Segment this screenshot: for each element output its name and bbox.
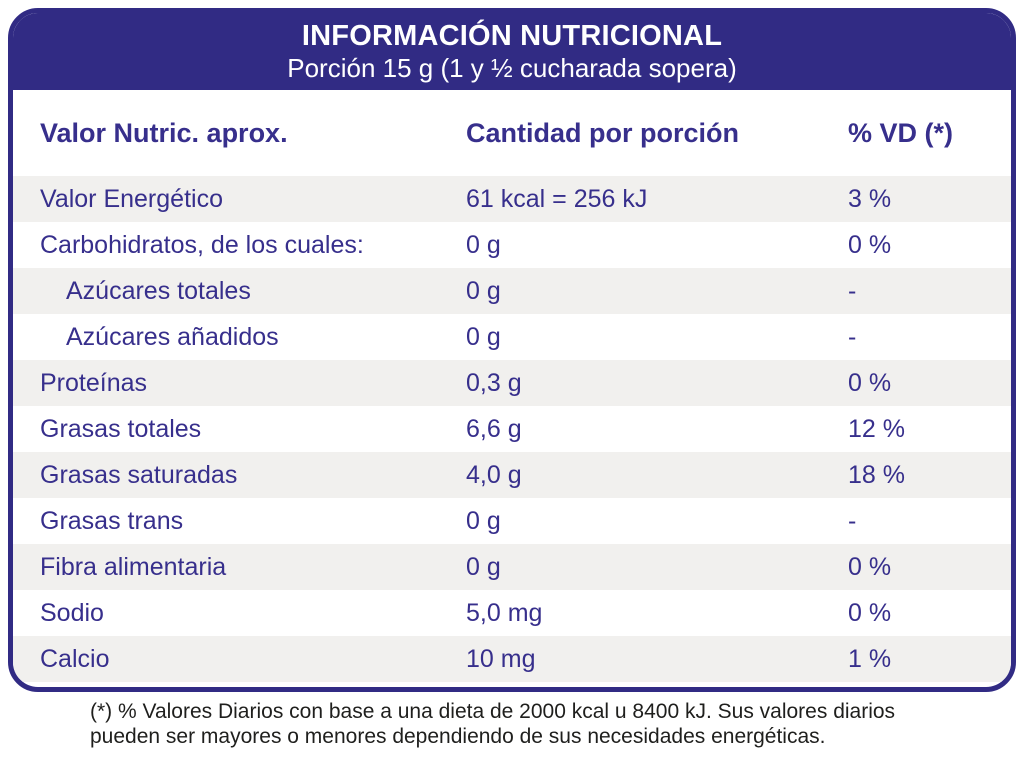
row-amount: 4,0 g xyxy=(466,460,522,489)
row-label: Sodio xyxy=(40,598,104,627)
row-amount: 5,0 mg xyxy=(466,598,543,627)
row-label: Grasas trans xyxy=(40,506,184,535)
row-amount: 0 g xyxy=(466,230,501,259)
table-row: Grasas saturadas 4,0 g 18 % xyxy=(13,452,1011,498)
row-amount: 0 g xyxy=(466,552,501,581)
row-vd: 18 % xyxy=(848,460,905,489)
table-row: Azúcares totales 0 g - xyxy=(13,268,1011,314)
row-amount: 0 g xyxy=(466,506,501,535)
table-row: Proteínas 0,3 g 0 % xyxy=(13,360,1011,406)
row-label: Azúcares añadidos xyxy=(66,322,279,351)
label-header: INFORMACIÓN NUTRICIONAL Porción 15 g (1 … xyxy=(13,13,1011,90)
table-body: Valor Energético 61 kcal = 256 kJ 3 % Carbo… xyxy=(13,176,1011,682)
row-amount: 0,3 g xyxy=(466,368,522,397)
table-row: Carbohidratos, de los cuales: 0 g 0 % xyxy=(13,222,1011,268)
row-vd: - xyxy=(848,322,857,351)
row-amount: 6,6 g xyxy=(466,414,522,443)
label-title: INFORMACIÓN NUTRICIONAL xyxy=(301,20,723,52)
row-amount: 0 g xyxy=(466,276,501,305)
table-column-headers: Valor Nutric. aprox. Cantidad por porció… xyxy=(13,90,1011,176)
row-label: Grasas saturadas xyxy=(40,460,238,489)
row-vd: 3 % xyxy=(848,184,892,213)
row-vd: 12 % xyxy=(848,414,905,443)
footnote: (*) % Valores Diarios con base a una die… xyxy=(90,699,960,749)
row-vd: 0 % xyxy=(848,230,892,259)
table-row: Sodio 5,0 mg 0 % xyxy=(13,590,1011,636)
row-vd: 1 % xyxy=(848,644,892,673)
column-header-amount: Cantidad por porción xyxy=(466,117,739,148)
row-label: Proteínas xyxy=(40,368,148,397)
table-row: Azúcares añadidos 0 g - xyxy=(13,314,1011,360)
table-row: Calcio 10 mg 1 % xyxy=(13,636,1011,682)
table-row: Grasas totales 6,6 g 12 % xyxy=(13,406,1011,452)
row-label: Calcio xyxy=(40,644,110,673)
row-label: Azúcares totales xyxy=(66,276,251,305)
table-row: Fibra alimentaria 0 g 0 % xyxy=(13,544,1011,590)
table-row: Valor Energético 61 kcal = 256 kJ 3 % xyxy=(13,176,1011,222)
label-subtitle: Porción 15 g (1 y ½ cucharada sopera) xyxy=(287,53,737,83)
footnote-line2: pueden ser mayores o menores dependiendo… xyxy=(90,725,826,748)
row-vd: - xyxy=(848,506,857,535)
row-amount: 61 kcal = 256 kJ xyxy=(466,184,648,213)
row-amount: 10 mg xyxy=(466,644,536,673)
row-label: Fibra alimentaria xyxy=(40,552,227,581)
row-label: Valor Energético xyxy=(40,184,223,213)
row-amount: 0 g xyxy=(466,322,501,351)
row-vd: - xyxy=(848,276,857,305)
column-header-nutrient: Valor Nutric. aprox. xyxy=(40,117,288,148)
row-vd: 0 % xyxy=(848,598,892,627)
row-vd: 0 % xyxy=(848,552,892,581)
row-label: Carbohidratos, de los cuales: xyxy=(40,230,364,259)
column-header-vd: % VD (*) xyxy=(848,117,954,148)
footnote-line1: (*) % Valores Diarios con base a una die… xyxy=(90,700,896,723)
row-vd: 0 % xyxy=(848,368,892,397)
table-row: Grasas trans 0 g - xyxy=(13,498,1011,544)
nutrition-label-card: INFORMACIÓN NUTRICIONAL Porción 15 g (1 … xyxy=(8,8,1016,692)
row-label: Grasas totales xyxy=(40,414,202,443)
